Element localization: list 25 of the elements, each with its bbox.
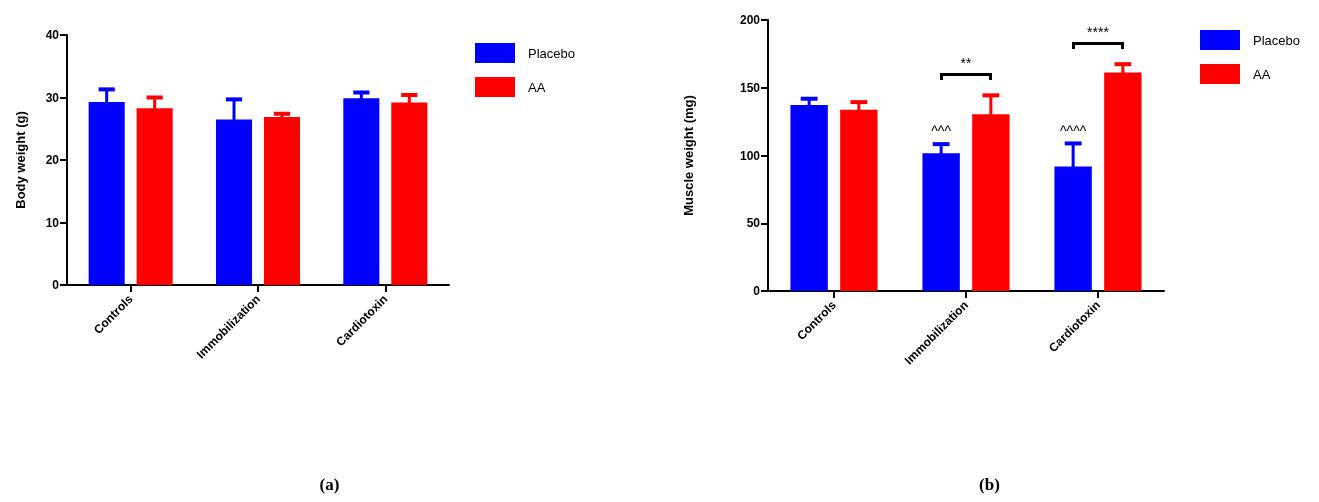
y-tick-label: 0 [753, 284, 761, 298]
legend-label: Placebo [528, 45, 575, 61]
annotation: ^^^^ [1059, 122, 1087, 139]
bar [263, 116, 301, 285]
text: (a) [319, 475, 340, 494]
y-tick-label: 200 [739, 13, 761, 27]
legend-label: AA [528, 79, 546, 95]
annotation: ^^^ [931, 122, 952, 139]
bar [790, 104, 828, 291]
y-axis-title: Body weight (g) [13, 111, 28, 209]
y-tick-label: 100 [739, 148, 761, 163]
y-tick-label: 10 [45, 215, 60, 230]
y-tick-label: 40 [45, 28, 60, 42]
y-tick-label: 30 [45, 90, 60, 105]
legend-label: AA [1253, 66, 1271, 82]
text: (b) [979, 475, 1000, 494]
y-axis-title: Muscle weight (mg) [681, 95, 696, 216]
annotation: **** [1087, 24, 1110, 41]
y-tick-label: 150 [739, 80, 761, 95]
annotation: ** [960, 55, 972, 72]
bar [343, 98, 380, 285]
y-tick-label: 50 [746, 216, 761, 231]
legend-label: Placebo [1253, 32, 1300, 48]
y-tick-label: 0 [52, 278, 60, 292]
y-tick-label: 20 [45, 153, 60, 167]
